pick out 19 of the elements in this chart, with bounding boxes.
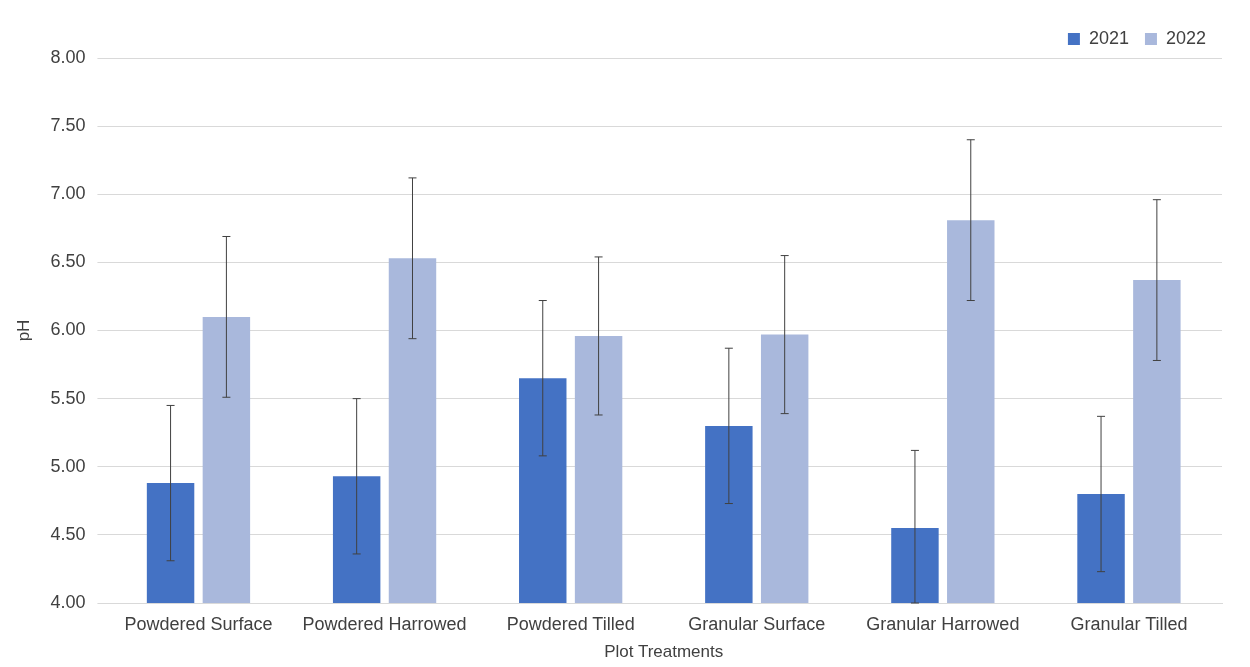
x-tick-label: Granular Tilled (1070, 613, 1188, 634)
y-tick-label: 8.00 (50, 46, 86, 67)
y-tick-label: 6.00 (50, 319, 86, 340)
legend-label: 2022 (1165, 27, 1206, 48)
legend-label: 2021 (1088, 27, 1129, 48)
x-axis-title: Plot Treatments (604, 642, 724, 662)
y-tick-label: 5.50 (50, 387, 86, 408)
x-tick-label: Granular Surface (688, 613, 826, 634)
y-tick-label: 4.50 (50, 523, 86, 544)
x-tick-label: Powdered Tilled (506, 613, 635, 634)
y-tick-label: 5.00 (50, 455, 86, 476)
x-tick-label: Powdered Harrowed (302, 613, 467, 634)
y-tick-label: 7.00 (50, 183, 86, 204)
y-tick-label: 6.50 (50, 251, 86, 272)
x-tick-label: Granular Harrowed (866, 613, 1020, 634)
y-tick-label: 7.50 (50, 115, 86, 136)
y-tick-label: 4.00 (50, 591, 86, 612)
y-axis-title: pH (13, 319, 33, 342)
x-tick-label: Powdered Surface (124, 613, 273, 634)
